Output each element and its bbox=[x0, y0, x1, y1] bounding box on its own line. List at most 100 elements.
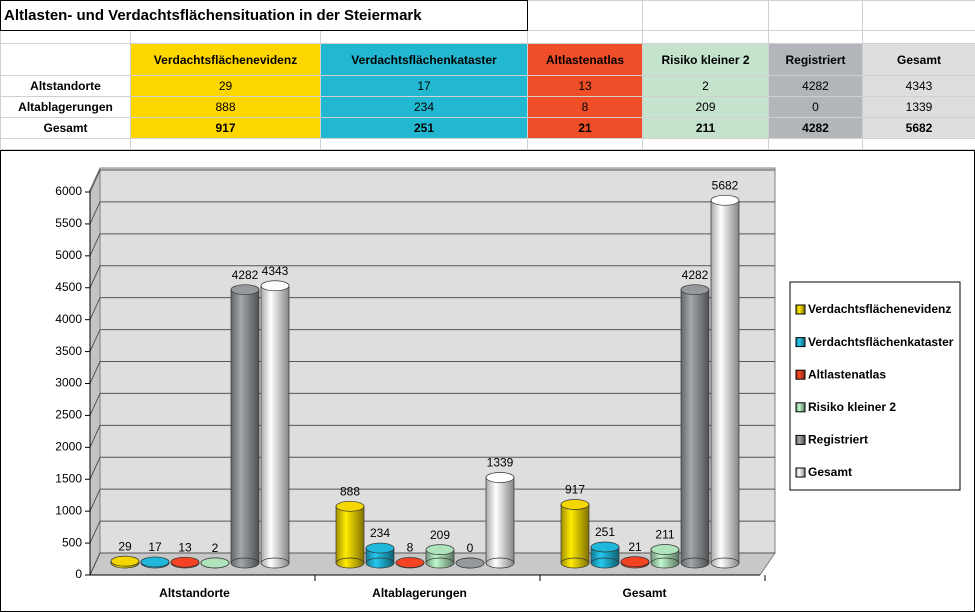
column-header: Verdachtsflächenkataster bbox=[319, 43, 529, 76]
table-row: Altstandorte 29 17 13 2 4282 4343 bbox=[0, 75, 975, 97]
empty-cell bbox=[642, 0, 770, 31]
cylinder-top bbox=[110, 555, 140, 567]
legend-label: Risiko kleiner 2 bbox=[808, 400, 896, 414]
data-label: 13 bbox=[178, 540, 192, 554]
cylinder-top bbox=[485, 472, 515, 483]
table-row: Altablagerungen 888 234 8 209 0 1339 bbox=[0, 96, 975, 118]
row-label: Gesamt bbox=[0, 117, 131, 139]
cylinder-top bbox=[560, 499, 590, 510]
y-tick-label: 2500 bbox=[55, 408, 82, 422]
cylinder bbox=[200, 557, 230, 569]
y-tick-label: 2000 bbox=[55, 440, 82, 454]
grid-line bbox=[89, 329, 101, 352]
grid-line bbox=[89, 361, 101, 384]
cylinder bbox=[425, 544, 455, 569]
data-label: 234 bbox=[370, 526, 390, 540]
legend-swatch bbox=[795, 369, 806, 380]
cylinder-body bbox=[560, 504, 590, 564]
data-label: 1339 bbox=[487, 456, 514, 470]
cylinder-bottom bbox=[425, 557, 455, 569]
data-label: 209 bbox=[430, 528, 450, 542]
table-cell: 888 bbox=[130, 96, 321, 118]
data-label: 0 bbox=[467, 541, 474, 555]
column-header: Risiko kleiner 2 bbox=[642, 43, 770, 76]
table-cell: 13 bbox=[527, 75, 644, 97]
data-label: 4282 bbox=[682, 268, 709, 282]
cylinder-bottom bbox=[485, 557, 515, 569]
empty-cell bbox=[862, 30, 975, 44]
grid-line bbox=[89, 425, 101, 448]
data-label: 5682 bbox=[712, 178, 739, 192]
y-tick-label: 5000 bbox=[55, 248, 82, 262]
empty-cell bbox=[527, 30, 644, 44]
cylinder-bottom bbox=[365, 557, 395, 569]
table-row: Altlasten- und Verdachtsflächensituation… bbox=[0, 0, 975, 31]
table-cell: 251 bbox=[319, 117, 529, 139]
table-cell: 1339 bbox=[862, 96, 975, 118]
cylinder-body bbox=[260, 285, 290, 564]
column-header: Verdachtsflächenevidenz bbox=[130, 43, 321, 76]
empty-cell bbox=[0, 138, 131, 150]
x-tick-label: Altstandorte bbox=[159, 586, 230, 600]
table-cell: 0 bbox=[768, 96, 864, 118]
y-tick-label: 4500 bbox=[55, 280, 82, 294]
cylinder-bottom bbox=[650, 557, 680, 569]
back-wall bbox=[99, 167, 776, 554]
table-cell: 209 bbox=[642, 96, 770, 118]
cylinder-bottom bbox=[260, 557, 290, 569]
empty-cell bbox=[768, 0, 864, 31]
table-cell: 4282 bbox=[768, 117, 864, 139]
column-header: Altlastenatlas bbox=[527, 43, 644, 76]
data-label: 4343 bbox=[262, 264, 289, 278]
cylinder-bottom bbox=[560, 557, 590, 569]
cylinder bbox=[110, 555, 140, 569]
data-label: 29 bbox=[118, 539, 132, 553]
cylinder bbox=[335, 500, 365, 569]
cylinder-top bbox=[230, 284, 260, 296]
table-cell: 4282 bbox=[768, 75, 864, 97]
cylinder bbox=[650, 544, 680, 569]
row-label: Altstandorte bbox=[0, 75, 131, 97]
table-row bbox=[0, 30, 975, 44]
x-tick-label: Altablagerungen bbox=[372, 586, 467, 600]
empty-cell bbox=[642, 30, 770, 44]
data-label: 917 bbox=[565, 483, 585, 497]
legend bbox=[789, 281, 961, 491]
grid-line bbox=[89, 457, 101, 480]
cylinder-top bbox=[395, 557, 425, 568]
cylinder-top bbox=[200, 557, 230, 569]
legend-label: Gesamt bbox=[808, 465, 852, 479]
legend-label: Altlastenatlas bbox=[808, 367, 886, 381]
legend-label: Verdachtsflächenkataster bbox=[808, 335, 954, 349]
grid-line bbox=[89, 488, 101, 512]
cylinder bbox=[395, 557, 425, 569]
cylinder-body bbox=[230, 289, 260, 564]
y-tick-label: 4000 bbox=[55, 312, 82, 326]
data-label: 888 bbox=[340, 484, 360, 498]
legend-swatch bbox=[795, 402, 806, 413]
y-tick-label: 5500 bbox=[55, 216, 82, 230]
cylinder-top bbox=[425, 544, 455, 556]
cylinder-bottom bbox=[335, 557, 365, 569]
data-label: 21 bbox=[628, 540, 642, 554]
legend-label: Registriert bbox=[808, 433, 868, 447]
empty-cell bbox=[527, 138, 644, 150]
column-header: Registriert bbox=[768, 43, 864, 76]
cylinder bbox=[590, 541, 620, 569]
cylinder bbox=[230, 284, 260, 569]
empty-cell bbox=[527, 0, 644, 31]
table-cell: 234 bbox=[319, 96, 529, 118]
cylinder-body bbox=[485, 477, 515, 564]
cylinder-top bbox=[260, 280, 290, 292]
cylinder-top bbox=[335, 500, 365, 512]
table-row: Verdachtsflächenevidenz Verdachtsflächenk… bbox=[0, 43, 975, 76]
table-row bbox=[0, 138, 975, 150]
row-label: Altablagerungen bbox=[0, 96, 131, 118]
table-cell: 21 bbox=[527, 117, 644, 139]
cylinder bbox=[455, 557, 485, 569]
data-label: 251 bbox=[595, 525, 615, 539]
legend-label: Verdachtsflächenevidenz bbox=[808, 302, 951, 316]
table-cell: 211 bbox=[642, 117, 770, 139]
cylinder-body bbox=[335, 505, 365, 564]
